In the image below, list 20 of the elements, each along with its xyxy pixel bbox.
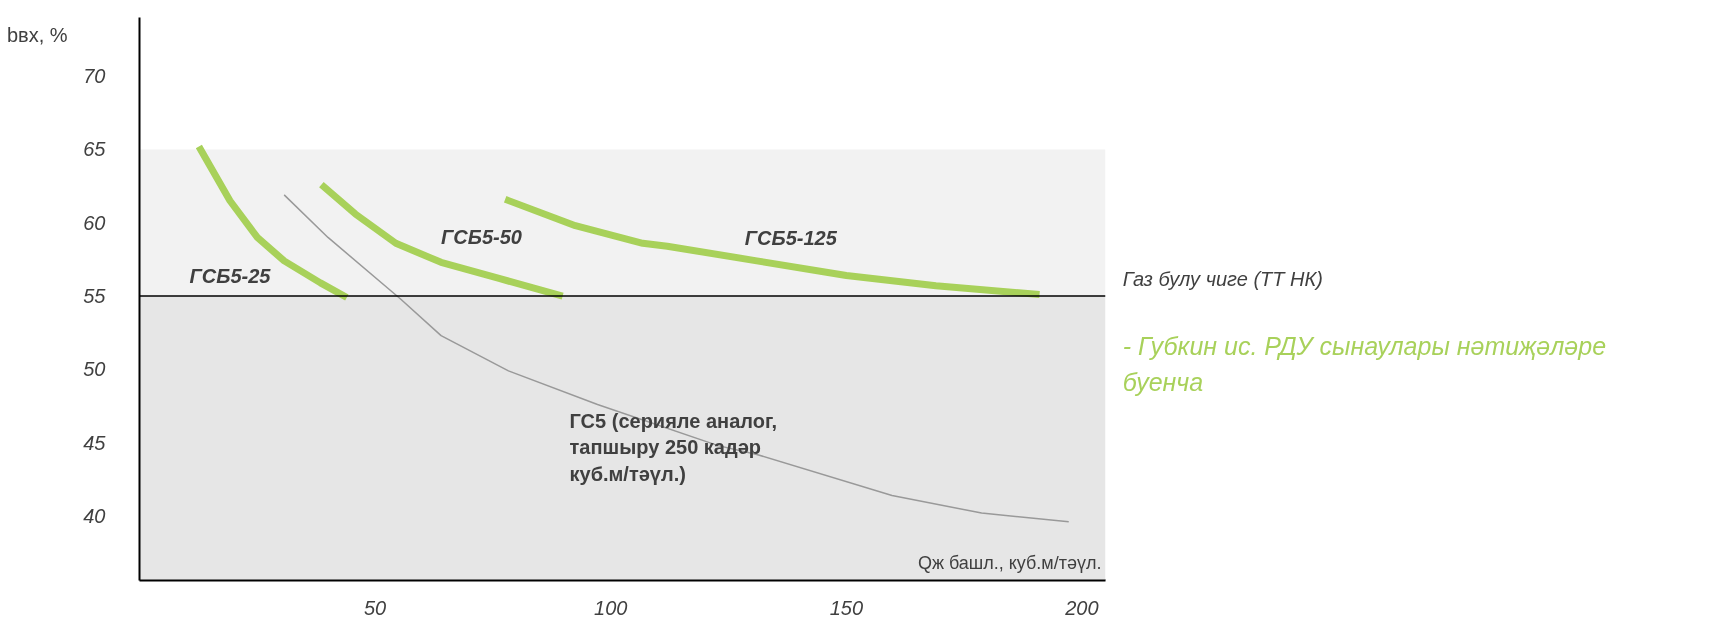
y-tick-label: 60	[83, 211, 106, 234]
y-tick-label: 40	[83, 504, 106, 527]
y-tick-label: 55	[83, 285, 107, 308]
line-series	[283, 194, 1070, 523]
x-tick-label: 50	[363, 596, 387, 619]
x-tick-label: 200	[1064, 596, 1099, 619]
series-label: ГСБ5-125	[744, 226, 838, 249]
x-axis-title: Qж башл., куб.м/тәүл.	[917, 552, 1102, 573]
x-tick-label: 150	[829, 596, 864, 619]
series-label: ГС5 (серияле аналог, тапшыру 250 кадәр куб.м/тәүл.)	[569, 409, 778, 485]
y-axis-title: bвх, %	[6, 23, 68, 46]
y-tick-label: 45	[83, 431, 107, 454]
text: - Губкин ис. РДУ сынаулары нәтиҗәләре буенча	[1122, 331, 1607, 397]
series-label: ГСБ5-50	[441, 226, 522, 249]
y-tick-label: 70	[83, 65, 106, 88]
x-tick-label: 100	[594, 596, 628, 619]
y-tick-label: 50	[83, 358, 106, 381]
series-label: ГСБ5-25	[189, 264, 272, 287]
y-tick-label: 65	[83, 138, 107, 161]
ref-line-label: Газ булу чиге (ТТ НК)	[1122, 268, 1323, 291]
